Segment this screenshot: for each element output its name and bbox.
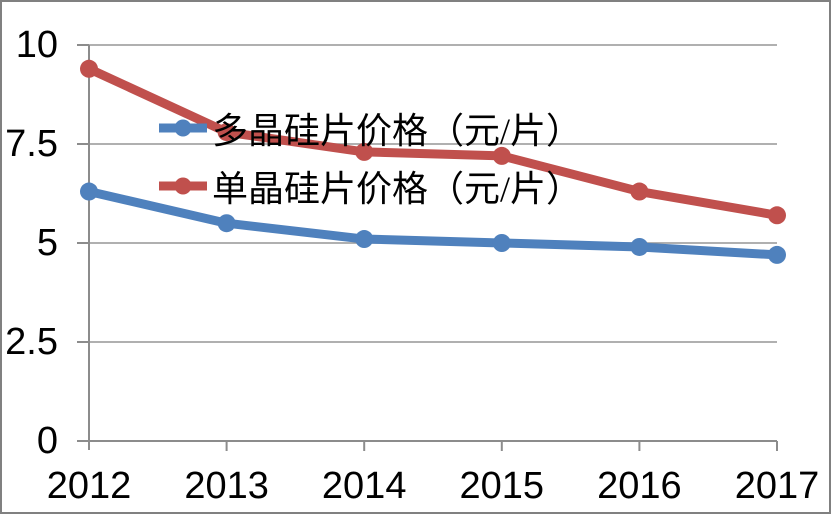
data-point-1-2017 [768,206,786,225]
x-axis: 2012 2013 2014 2015 2016 2017 [2,466,829,510]
legend-label-monosilicon: 单晶硅片价格（元/片） [212,169,583,209]
x-tick-label: 2016 [597,465,682,507]
x-tick-label: 2012 [46,465,132,507]
y-tick-label: 0 [36,420,58,462]
legend-line-marker-icon [159,119,207,137]
x-tick-label: 2013 [184,465,269,507]
data-point-0-2015 [492,234,511,252]
data-point-0-2014 [355,230,374,249]
series-line-0 [84,187,782,260]
series-line-1 [84,64,782,220]
legend-item-polysilicon: 多晶硅片价格（元/片） [158,99,582,157]
data-point-0-2016 [630,237,649,256]
y-tick-label: 5 [36,222,58,264]
data-point-1-2014 [355,142,374,161]
data-point-0-2013 [217,214,236,233]
data-point-1-2013 [217,123,236,142]
legend-line-marker-icon [159,177,207,195]
data-point-1-2016 [630,182,649,201]
y-tick-label: 7.5 [5,123,58,165]
x-tick-label: 2014 [321,465,407,507]
x-tick-label: 2015 [459,465,545,507]
data-point-1-2015 [492,146,511,165]
data-point-0-2012 [80,182,98,201]
legend-label-polysilicon: 多晶硅片价格（元/片） [212,111,583,151]
legend-item-monosilicon: 单晶硅片价格（元/片） [158,157,582,215]
legend: 多晶硅片价格（元/片） 单晶硅片价格（元/片） [158,99,582,215]
data-point-0-2017 [768,245,786,264]
y-tick-label: 10 [15,24,58,66]
y-axis: 0 2.5 5 7.5 10 [2,2,62,512]
x-tick-label: 2017 [734,465,820,507]
y-tick-label: 2.5 [5,321,58,363]
data-point-1-2012 [80,59,98,78]
